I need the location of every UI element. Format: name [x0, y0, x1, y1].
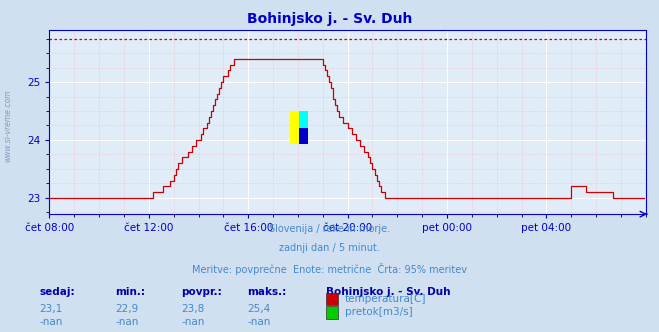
Text: 23,1: 23,1 — [40, 304, 63, 314]
Text: www.si-vreme.com: www.si-vreme.com — [3, 90, 13, 162]
Text: min.:: min.: — [115, 287, 146, 297]
Text: -nan: -nan — [247, 317, 270, 327]
Text: Slovenija / reke in morje.: Slovenija / reke in morje. — [269, 224, 390, 234]
Text: maks.:: maks.: — [247, 287, 287, 297]
Text: pretok[m3/s]: pretok[m3/s] — [345, 307, 413, 317]
Text: -nan: -nan — [115, 317, 138, 327]
Text: temperatura[C]: temperatura[C] — [345, 294, 426, 304]
Text: Bohinjsko j. - Sv. Duh: Bohinjsko j. - Sv. Duh — [247, 12, 412, 26]
Text: -nan: -nan — [181, 317, 204, 327]
Text: 22,9: 22,9 — [115, 304, 138, 314]
Text: sedaj:: sedaj: — [40, 287, 75, 297]
Text: Bohinjsko j. - Sv. Duh: Bohinjsko j. - Sv. Duh — [326, 287, 451, 297]
Text: povpr.:: povpr.: — [181, 287, 222, 297]
Text: zadnji dan / 5 minut.: zadnji dan / 5 minut. — [279, 243, 380, 253]
Text: 25,4: 25,4 — [247, 304, 270, 314]
Text: Meritve: povprečne  Enote: metrične  Črta: 95% meritev: Meritve: povprečne Enote: metrične Črta:… — [192, 263, 467, 275]
Text: 23,8: 23,8 — [181, 304, 204, 314]
Text: -nan: -nan — [40, 317, 63, 327]
